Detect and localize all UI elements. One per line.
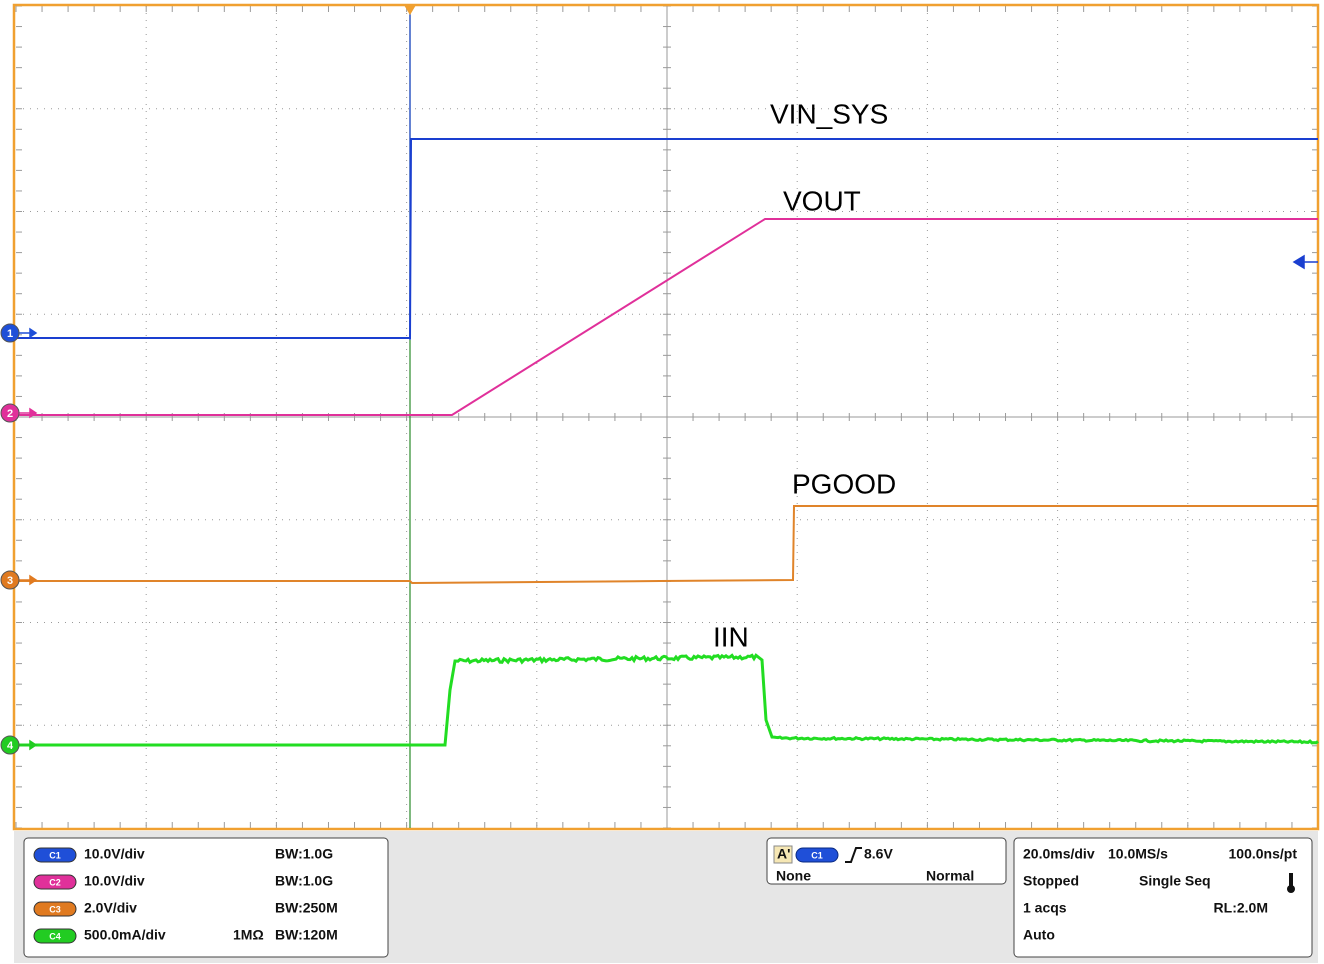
sample-rate: 10.0MS/s bbox=[1108, 846, 1168, 862]
channel-marker-label: 1 bbox=[7, 328, 13, 340]
channel-markers: 1 2 3 4 bbox=[0, 323, 38, 755]
waveform bbox=[16, 505, 1318, 585]
channel-pill bbox=[33, 874, 77, 890]
channel-marker bbox=[0, 323, 20, 343]
channel-scale: 2.0V/div bbox=[84, 900, 137, 916]
channel-marker-label: 4 bbox=[7, 740, 14, 752]
waveform bbox=[16, 138, 1318, 339]
trigger-tag: A' bbox=[777, 846, 790, 862]
marker-arrow bbox=[18, 327, 38, 339]
acquisition-box bbox=[1013, 837, 1313, 958]
trigger-source-pill bbox=[795, 847, 839, 863]
trigger-mode: Normal bbox=[926, 868, 974, 884]
channel-marker bbox=[0, 735, 20, 755]
trigger-level: 8.6V bbox=[864, 846, 893, 862]
channel-impedance: 1MΩ bbox=[233, 927, 264, 943]
channel-marker-label: 2 bbox=[7, 408, 13, 420]
channel-box bbox=[23, 837, 389, 958]
channel-badge: C4 bbox=[49, 931, 61, 941]
channel-bandwidth: BW:250M bbox=[275, 900, 338, 916]
acq-state: Stopped bbox=[1023, 873, 1079, 889]
marker-arrow bbox=[18, 407, 38, 419]
marker-arrow bbox=[18, 739, 38, 751]
acq-count: 1 acqs bbox=[1023, 900, 1067, 916]
trace-label: IIN bbox=[713, 621, 749, 652]
channel-pill bbox=[33, 901, 77, 917]
trigger-slope-icon bbox=[845, 847, 862, 863]
channel-bandwidth: BW:1.0G bbox=[275, 873, 333, 889]
channel-marker-label: 3 bbox=[7, 575, 13, 587]
channel-bandwidth: BW:120M bbox=[275, 927, 338, 943]
trigger-position-marker bbox=[404, 5, 416, 15]
trigger-source: C1 bbox=[811, 850, 823, 860]
trigger-level-marker bbox=[1292, 254, 1318, 270]
channel-bandwidth: BW:1.0G bbox=[275, 846, 333, 862]
marker-arrow bbox=[18, 574, 38, 586]
waveform bbox=[16, 218, 1318, 416]
channel-marker bbox=[0, 403, 20, 423]
run-mode: Single Seq bbox=[1139, 873, 1211, 889]
channel-scale: 10.0V/div bbox=[84, 873, 145, 889]
graticule bbox=[15, 5, 1319, 829]
channel-scale: 500.0mA/div bbox=[84, 927, 166, 943]
thermometer-icon bbox=[1287, 873, 1295, 893]
record-length: RL:2.0M bbox=[1214, 900, 1268, 916]
trace-label: VOUT bbox=[783, 185, 861, 216]
trigger-coupling: None bbox=[776, 868, 811, 884]
channel-badge: C3 bbox=[49, 904, 61, 914]
waveform bbox=[16, 653, 1319, 747]
channel-marker bbox=[0, 570, 20, 590]
channel-pill bbox=[33, 847, 77, 863]
channel-settings: C1 10.0V/div BW:1.0G C2 10.0V/div BW:1.0G C3 2.… bbox=[33, 846, 338, 944]
channel-badge: C1 bbox=[49, 850, 61, 860]
resolution: 100.0ns/pt bbox=[1229, 846, 1298, 862]
waveforms bbox=[16, 138, 1319, 747]
trace-label: VIN_SYS bbox=[770, 98, 888, 129]
trigger-tag-box bbox=[773, 845, 793, 864]
channel-scale: 10.0V/div bbox=[84, 846, 145, 862]
channel-badge: C2 bbox=[49, 877, 61, 887]
trace-label: PGOOD bbox=[792, 468, 896, 499]
timebase: 20.0ms/div bbox=[1023, 846, 1095, 862]
channel-pill bbox=[33, 928, 77, 944]
trigger-auto-mode: Auto bbox=[1023, 927, 1055, 943]
